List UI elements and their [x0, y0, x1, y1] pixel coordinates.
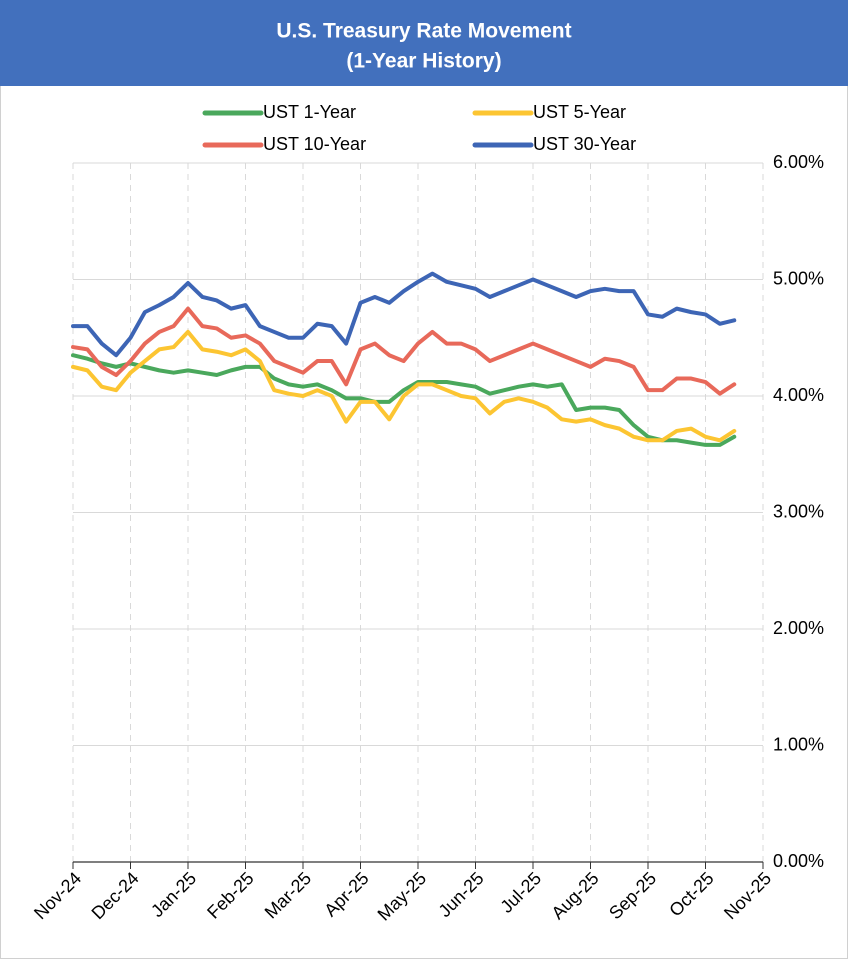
y-tick-label: 5.00%: [773, 268, 824, 288]
series-line: [71, 329, 737, 443]
y-tick-label: 2.00%: [773, 618, 824, 638]
y-tick-label: 3.00%: [773, 501, 824, 521]
series-line: [71, 353, 737, 447]
y-tick-label: 4.00%: [773, 385, 824, 405]
series-line: [71, 271, 737, 358]
y-tick-label: 1.00%: [773, 734, 824, 754]
header-bar: [0, 0, 848, 86]
chart-subtitle: (1-Year History): [346, 50, 501, 73]
legend-label: UST 1-Year: [263, 102, 356, 122]
chart-title: U.S. Treasury Rate Movement: [276, 20, 571, 43]
legend-label: UST 30-Year: [533, 134, 636, 154]
legend-label: UST 5-Year: [533, 102, 626, 122]
y-tick-label: 6.00%: [773, 152, 824, 172]
y-tick-label: 0.00%: [773, 851, 824, 871]
legend-label: UST 10-Year: [263, 134, 366, 154]
series-line: [71, 306, 737, 396]
